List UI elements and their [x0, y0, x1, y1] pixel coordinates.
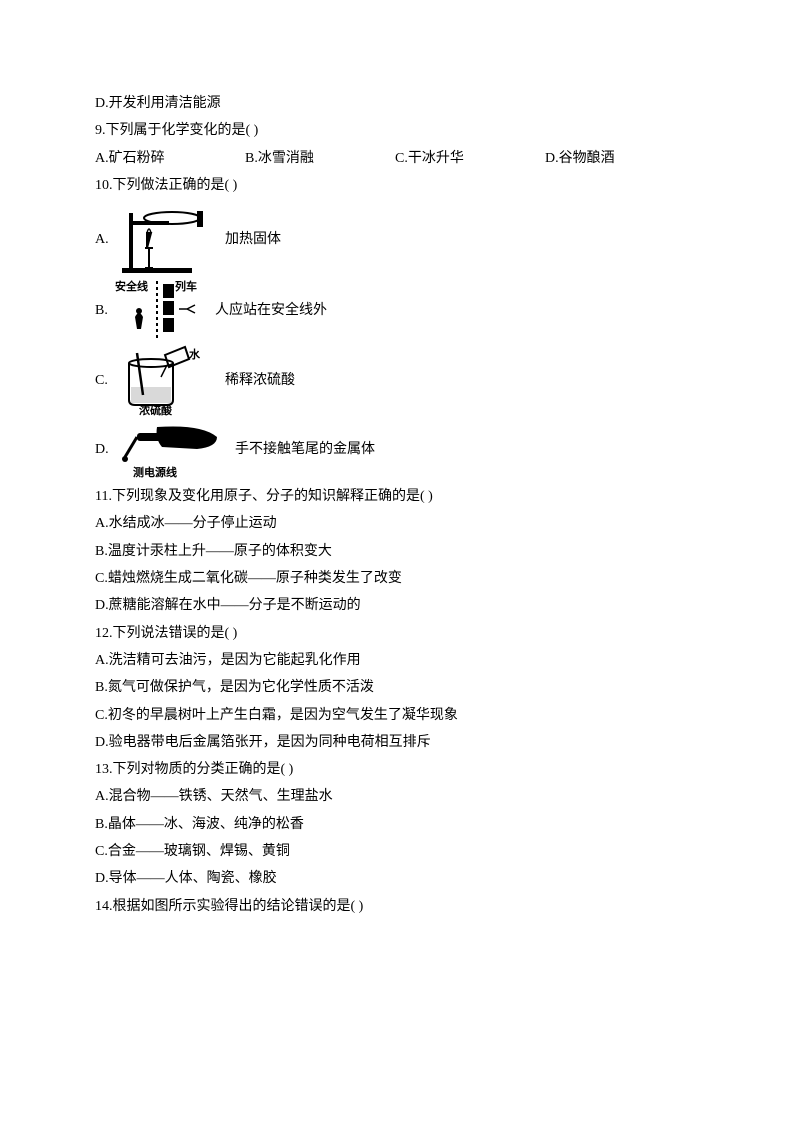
q9-stem: 9.下列属于化学变化的是( ) [95, 117, 699, 144]
q13-option-c: C.合金——玻璃钢、焊锡、黄铜 [95, 838, 699, 865]
dilute-sulfuric-acid-diagram: 水 浓硫酸 [117, 345, 217, 415]
safety-line-train-diagram: 安全线 列车 [117, 279, 207, 341]
q10-c-text: 稀释浓硫酸 [225, 367, 295, 394]
q11-option-d: D.蔗糖能溶解在水中——分子是不断运动的 [95, 592, 699, 619]
q13-option-d: D.导体——人体、陶瓷、橡胶 [95, 865, 699, 892]
q10-stem: 10.下列做法正确的是( ) [95, 172, 699, 199]
q11-option-b: B.温度计汞柱上升——原子的体积变大 [95, 538, 699, 565]
q8-option-d-text: D.开发利用清洁能源 [95, 90, 699, 117]
q9-option-d: D.谷物酿酒 [545, 145, 695, 172]
q10-option-d: D. 测电源线 手不接触笔尾的金属体 [95, 419, 699, 479]
q11-option-a: A.水结成冰——分子停止运动 [95, 510, 699, 537]
q13-option-b: B.晶体——冰、海波、纯净的松香 [95, 811, 699, 838]
q9-option-a: A.矿石粉碎 [95, 145, 245, 172]
q10-a-text: 加热固体 [225, 226, 281, 253]
test-wire-label: 测电源线 [133, 463, 177, 484]
q10-d-label: D. [95, 436, 117, 463]
q10-c-label: C. [95, 367, 117, 394]
q13-stem: 13.下列对物质的分类正确的是( ) [95, 756, 699, 783]
q11-stem: 11.下列现象及变化用原子、分子的知识解释正确的是( ) [95, 483, 699, 510]
test-pen-diagram: 测电源线 [117, 419, 227, 479]
heating-solid-diagram [117, 203, 217, 275]
q13-option-a: A.混合物——铁锈、天然气、生理盐水 [95, 783, 699, 810]
q10-b-text: 人应站在安全线外 [215, 297, 327, 324]
q10-option-c: C. 水 浓硫酸 稀释浓硫酸 [95, 345, 699, 415]
q10-option-b: B. 安全线 列车 人应站在安全线外 [95, 279, 699, 341]
q12-option-b: B.氮气可做保护气，是因为它化学性质不活泼 [95, 674, 699, 701]
q10-option-a: A. 加热固体 [95, 203, 699, 275]
train-label: 列车 [175, 277, 197, 298]
q12-option-a: A.洗洁精可去油污，是因为它能起乳化作用 [95, 647, 699, 674]
q11-option-c: C.蜡烛燃烧生成二氧化碳——原子种类发生了改变 [95, 565, 699, 592]
q10-a-label: A. [95, 226, 117, 253]
q9-option-c: C.干冰升华 [395, 145, 545, 172]
q10-b-label: B. [95, 297, 117, 324]
q12-option-d: D.验电器带电后金属箔张开，是因为同种电荷相互排斥 [95, 729, 699, 756]
q9-option-b: B.冰雪消融 [245, 145, 395, 172]
q14-stem: 14.根据如图所示实验得出的结论错误的是( ) [95, 893, 699, 920]
q12-stem: 12.下列说法错误的是( ) [95, 620, 699, 647]
safety-line-label: 安全线 [115, 277, 148, 298]
q10-d-text: 手不接触笔尾的金属体 [235, 436, 375, 463]
water-label: 水 [189, 345, 200, 366]
q12-option-c: C.初冬的早晨树叶上产生白霜，是因为空气发生了凝华现象 [95, 702, 699, 729]
q9-options-row: A.矿石粉碎 B.冰雪消融 C.干冰升华 D.谷物酿酒 [95, 145, 699, 172]
